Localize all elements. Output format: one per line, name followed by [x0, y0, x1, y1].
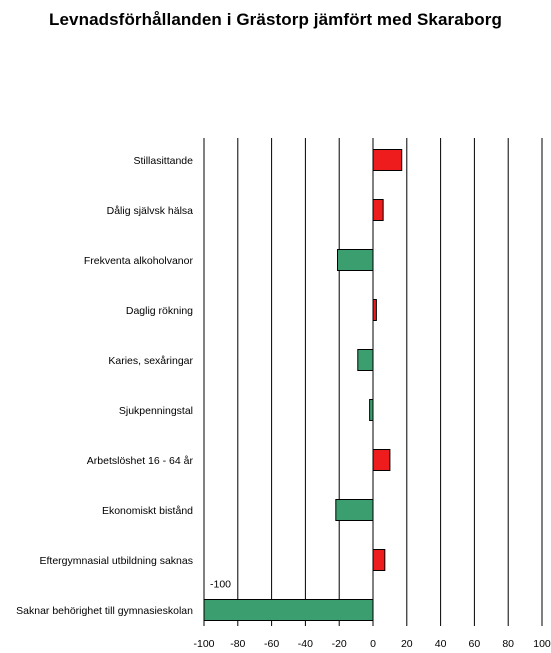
- bar: [335, 499, 374, 521]
- x-tick-label: 20: [401, 638, 413, 650]
- data-label: -100: [210, 579, 231, 591]
- x-tick-label: -40: [298, 638, 313, 650]
- x-tick-label: 80: [502, 638, 514, 650]
- category-label: Frekventa alkoholvanor: [84, 255, 194, 267]
- x-tick-label: 40: [435, 638, 447, 650]
- bar: [203, 599, 374, 621]
- x-tick-label: -20: [332, 638, 347, 650]
- x-tick-label: 100: [533, 638, 551, 650]
- bar: [337, 249, 374, 271]
- bar: [357, 349, 374, 371]
- chart-title: Levnadsförhållanden i Grästorp jämfört m…: [49, 10, 502, 29]
- bar: [372, 149, 403, 171]
- category-label: Daglig rökning: [126, 305, 193, 317]
- category-label: Stillasittande: [133, 155, 193, 167]
- bars: [203, 149, 403, 621]
- x-tick-label: -60: [264, 638, 279, 650]
- x-tick-label: -100: [193, 638, 214, 650]
- category-label: Saknar behörighet till gymnasieskolan: [16, 605, 193, 617]
- category-labels: Stillasittande Dålig självsk hälsa Frekven…: [16, 155, 193, 617]
- category-label: Arbetslöshet 16 - 64 år: [87, 455, 194, 467]
- x-tick-labels: -100 -80 -60 -40 -20 0 20 40 60 80 100: [193, 638, 550, 650]
- x-tick-label: -80: [230, 638, 245, 650]
- bar: [372, 449, 391, 471]
- category-label: Dålig självsk hälsa: [107, 205, 194, 217]
- category-label: Ekonomiskt bistånd: [102, 505, 193, 517]
- bar: [372, 199, 384, 221]
- x-tick-label: 0: [370, 638, 376, 650]
- category-label: Karies, sexåringar: [108, 355, 193, 367]
- category-label: Sjukpenningstal: [119, 405, 193, 417]
- gridlines: [203, 138, 543, 626]
- data-labels: -100: [210, 579, 231, 591]
- category-label: Eftergymnasial utbildning saknas: [39, 555, 193, 567]
- bar: [372, 549, 386, 571]
- bar: [369, 399, 374, 421]
- bar: [372, 299, 377, 321]
- x-tick-label: 60: [469, 638, 481, 650]
